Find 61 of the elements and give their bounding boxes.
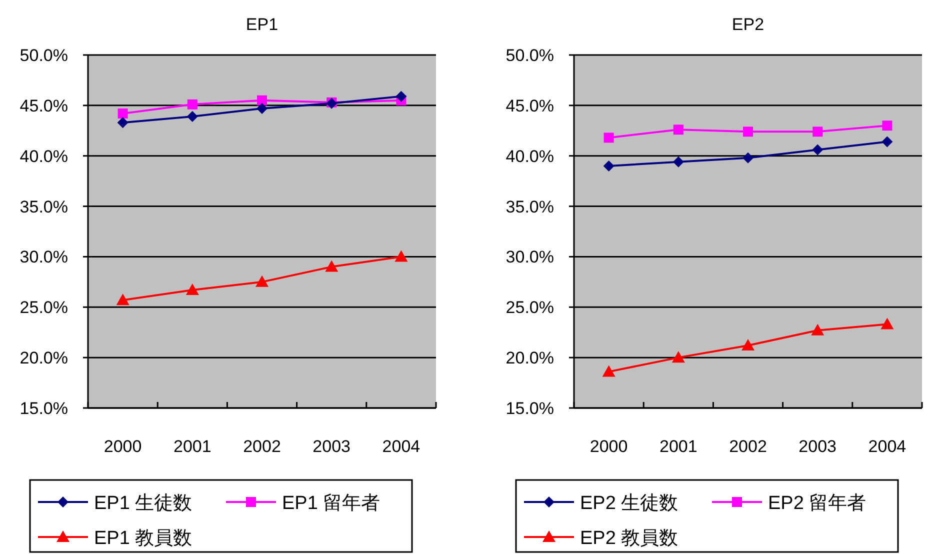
y-tick-label: 25.0% xyxy=(20,298,68,318)
y-tick-label: 50.0% xyxy=(506,46,554,65)
y-tick-label: 50.0% xyxy=(20,46,68,65)
point xyxy=(673,124,684,135)
x-tick-label: 2002 xyxy=(243,437,281,456)
point xyxy=(602,365,616,377)
y-tick-label: 45.0% xyxy=(506,96,554,116)
legend-label: EP2 留年者 xyxy=(768,493,866,514)
x-tick-label: 2003 xyxy=(312,437,351,456)
point xyxy=(882,120,892,131)
point xyxy=(742,338,754,350)
point xyxy=(256,275,268,287)
point xyxy=(882,136,893,148)
point xyxy=(812,126,823,137)
point xyxy=(811,324,824,336)
chart-title: EP2 xyxy=(732,15,764,34)
point xyxy=(256,102,268,114)
point xyxy=(742,152,754,164)
chart-title: EP1 xyxy=(246,15,278,34)
point xyxy=(394,250,408,262)
point xyxy=(186,283,199,295)
point xyxy=(880,318,894,330)
y-tick-label: 30.0% xyxy=(506,248,554,267)
legend-label: EP1 生徒数 xyxy=(94,493,192,514)
x-tick-label: 2003 xyxy=(798,437,837,456)
point xyxy=(257,95,267,106)
point xyxy=(812,144,824,156)
legend-label: EP2 教員数 xyxy=(580,528,678,549)
y-tick-label: 40.0% xyxy=(506,146,554,166)
y-tick-label: 25.0% xyxy=(506,298,554,318)
x-tick-label: 2000 xyxy=(590,437,628,456)
point xyxy=(672,156,684,168)
point xyxy=(116,294,130,306)
x-tick-label: 2001 xyxy=(173,437,212,456)
y-tick-label: 35.0% xyxy=(506,197,554,216)
point xyxy=(396,90,407,102)
y-tick-label: 45.0% xyxy=(20,96,68,116)
x-tick-label: 2004 xyxy=(868,437,906,456)
legend-label: EP1 留年者 xyxy=(282,493,380,514)
legend-label: EP1 教員数 xyxy=(94,528,192,549)
point xyxy=(604,132,614,143)
x-tick-label: 2001 xyxy=(659,437,698,456)
point xyxy=(603,160,614,172)
legend-label: EP2 生徒数 xyxy=(580,493,678,514)
point xyxy=(672,351,685,363)
y-tick-label: 15.0% xyxy=(20,399,68,418)
point xyxy=(187,99,198,110)
y-tick-label: 30.0% xyxy=(20,248,68,267)
y-tick-label: 40.0% xyxy=(20,146,68,166)
point xyxy=(743,126,753,137)
point xyxy=(118,108,128,118)
y-tick-label: 20.0% xyxy=(506,348,554,368)
point xyxy=(325,260,338,272)
y-tick-label: 35.0% xyxy=(20,197,68,216)
point xyxy=(186,111,198,122)
y-tick-label: 15.0% xyxy=(506,399,554,418)
x-tick-label: 2000 xyxy=(104,437,142,456)
point xyxy=(117,117,128,128)
x-tick-label: 2004 xyxy=(382,437,420,456)
x-tick-label: 2002 xyxy=(729,437,767,456)
y-tick-label: 20.0% xyxy=(20,348,68,368)
